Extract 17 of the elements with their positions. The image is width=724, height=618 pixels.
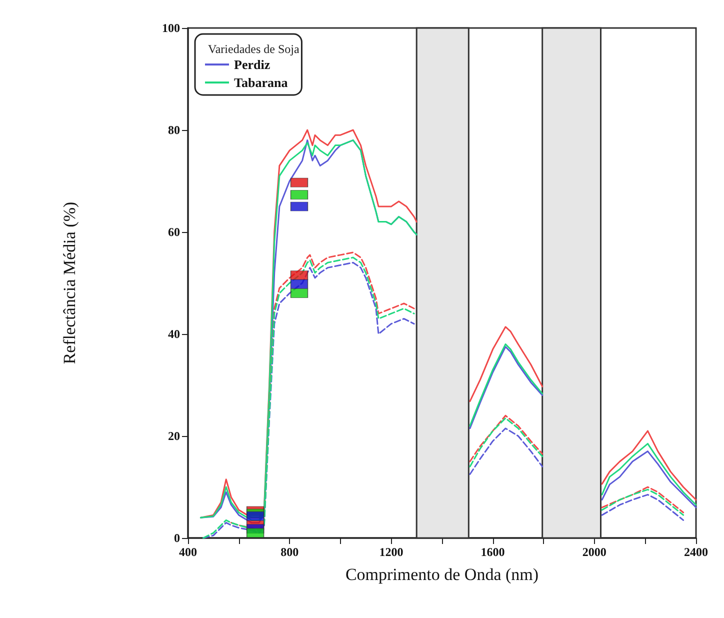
x-tick-label: 1200 [379, 545, 404, 559]
x-axis-title: Comprimento de Onda (nm) [345, 565, 539, 584]
x-tick-label: 2400 [684, 545, 708, 559]
y-tick-label: 80 [168, 123, 180, 137]
y-tick-label: 60 [168, 225, 180, 239]
x-tick-label: 2000 [582, 545, 606, 559]
y-tick-label: 100 [162, 21, 180, 35]
y-tick-label: 40 [168, 327, 180, 341]
legend-label: Tabarana [234, 75, 288, 90]
x-tick-label: 1600 [480, 545, 505, 559]
x-tick-label: 400 [179, 545, 197, 559]
y-axis-title: Reflectância Média (%) [60, 202, 79, 364]
y-tick-label: 0 [174, 531, 180, 545]
legend-title: Variedades de Soja [208, 42, 300, 56]
x-tick-label: 800 [280, 545, 299, 559]
y-tick-label: 20 [168, 429, 180, 443]
legend-label: Perdiz [234, 57, 270, 72]
